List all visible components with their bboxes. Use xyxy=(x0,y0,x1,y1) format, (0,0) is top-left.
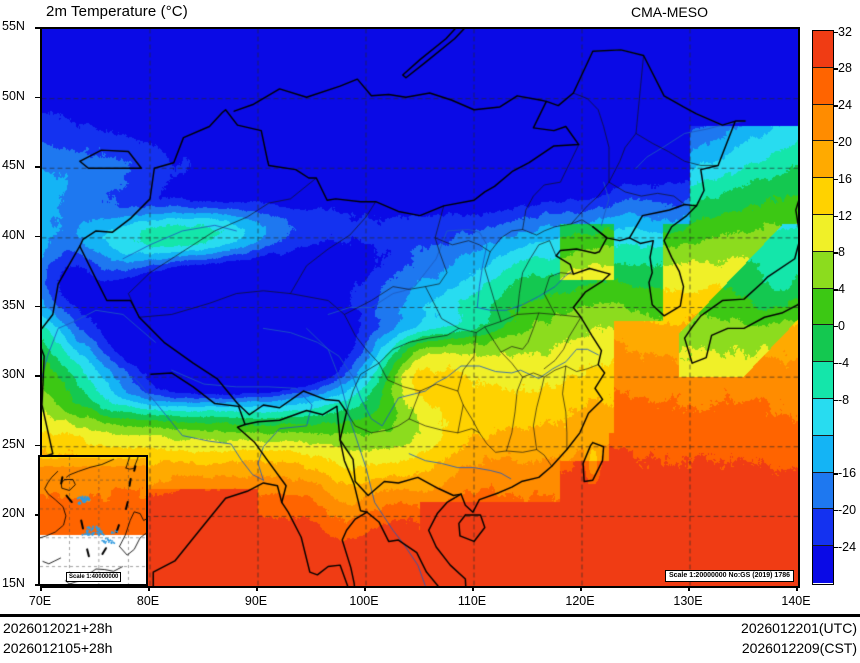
inset-raster xyxy=(40,457,146,584)
colorbar-band--8 xyxy=(813,362,833,399)
colorbar-band--20 xyxy=(813,472,833,510)
colorbar-label-16: 16 xyxy=(838,171,852,186)
colorbar-label--24: -24 xyxy=(838,539,857,554)
colorbar-tick-mark xyxy=(834,141,838,144)
colorbar-band-28 xyxy=(813,31,833,68)
colorbar-label-4: 4 xyxy=(838,282,845,297)
lon-tick-mark xyxy=(40,586,42,591)
colorbar-tick-mark xyxy=(834,68,838,70)
colorbar-tick-mark xyxy=(834,362,838,365)
colorbar-band--24 xyxy=(813,509,833,547)
map-scale-label: Scale 1:20000000 No:GS (2019) 1786 xyxy=(664,570,794,582)
colorbar-band--28 xyxy=(813,546,833,583)
lat-tick-mark xyxy=(35,514,40,516)
colorbar-band-0 xyxy=(813,288,833,326)
colorbar-label--16: -16 xyxy=(838,466,857,481)
page-title: 2m Temperature (°C) xyxy=(46,3,188,20)
colorbar-label--20: -20 xyxy=(838,502,857,517)
lat-tick-mark xyxy=(35,375,40,377)
colorbar-band-24 xyxy=(813,67,833,105)
lon-tick-mark xyxy=(256,586,258,591)
colorbar-band--12 xyxy=(813,398,833,436)
map-boundaries-overlay xyxy=(42,29,798,586)
lat-tick-45N: 45N xyxy=(2,158,25,173)
lat-tick-mark xyxy=(35,166,40,168)
colorbar-tick-mark xyxy=(834,509,838,512)
lon-tick-80E: 80E xyxy=(136,594,160,608)
inset-scale-label: Scale 1:40000000 xyxy=(66,572,122,582)
lon-tick-mark xyxy=(148,586,150,591)
lat-tick-mark xyxy=(35,235,40,238)
colorbar-label-28: 28 xyxy=(838,61,852,76)
colorbar-band--4 xyxy=(813,325,833,363)
south-china-sea-inset-map[interactable]: Scale 1:40000000 xyxy=(38,455,148,586)
colorbar-band-20 xyxy=(813,104,833,142)
lat-tick-25N: 25N xyxy=(2,436,25,451)
lat-tick-55N: 55N xyxy=(2,19,25,33)
colorbar-band--16 xyxy=(813,435,833,473)
lon-tick-mark xyxy=(688,586,690,591)
footer-valid-utc: 2026012201(UTC) xyxy=(741,620,857,636)
colorbar-label--8: -8 xyxy=(838,392,850,407)
lon-tick-130E: 130E xyxy=(673,594,703,608)
colorbar-band-4 xyxy=(813,251,833,289)
colorbar-tick-mark xyxy=(834,178,838,181)
lat-tick-mark xyxy=(35,584,40,586)
lon-tick-mark xyxy=(364,586,366,591)
colorbar-tick-mark xyxy=(834,215,838,217)
colorbar-tick-mark xyxy=(834,252,838,254)
lat-tick-40N: 40N xyxy=(2,227,25,242)
footer-init-time-2: 2026012105+28h xyxy=(3,640,113,656)
lat-tick-mark xyxy=(35,305,40,307)
colorbar-tick-mark xyxy=(834,399,838,401)
lat-tick-mark xyxy=(35,96,40,99)
colorbar-label-12: 12 xyxy=(838,208,852,223)
lat-tick-50N: 50N xyxy=(2,88,25,103)
lat-tick-35N: 35N xyxy=(2,297,25,312)
map-plot-area[interactable]: Scale 1:20000000 No:GS (2019) 1786 xyxy=(40,27,800,588)
colorbar-tick-mark xyxy=(834,31,838,33)
lon-tick-mark xyxy=(796,586,798,591)
colorbar-tick-mark xyxy=(834,546,838,549)
colorbar-label--4: -4 xyxy=(838,355,850,370)
lon-tick-120E: 120E xyxy=(565,594,595,608)
lat-tick-mark xyxy=(35,444,40,447)
colorbar-tick-mark xyxy=(834,473,838,475)
lat-tick-30N: 30N xyxy=(2,367,25,382)
lat-tick-mark xyxy=(35,27,40,29)
lon-tick-100E: 100E xyxy=(349,594,379,608)
lon-tick-70E: 70E xyxy=(28,594,52,608)
lon-tick-mark xyxy=(580,586,582,591)
footer-divider xyxy=(0,614,860,617)
colorbar-tick-mark xyxy=(834,105,838,107)
lon-tick-90E: 90E xyxy=(244,594,268,608)
lon-tick-mark xyxy=(472,586,474,591)
footer-init-time-1: 2026012021+28h xyxy=(3,620,113,636)
lon-tick-110E: 110E xyxy=(457,594,487,608)
colorbar-label-32: 32 xyxy=(838,24,852,39)
lat-tick-15N: 15N xyxy=(2,576,25,590)
colorbar-tick-mark xyxy=(834,325,838,328)
colorbar-band-8 xyxy=(813,214,833,252)
colorbar-label-20: 20 xyxy=(838,134,852,149)
footer-valid-cst: 2026012209(CST) xyxy=(741,640,857,656)
lat-tick-20N: 20N xyxy=(2,506,25,521)
colorbar-tick-mark xyxy=(834,289,838,291)
colorbar-label-24: 24 xyxy=(838,98,852,113)
model-name-label: CMA-MESO xyxy=(631,4,708,20)
lon-tick-140E: 140E xyxy=(781,594,811,608)
colorbar-label-8: 8 xyxy=(838,245,845,260)
colorbar-band-12 xyxy=(813,178,833,215)
colorbar-band-16 xyxy=(813,141,833,179)
temperature-colorbar[interactable] xyxy=(812,30,834,585)
colorbar-label-0: 0 xyxy=(838,318,845,333)
